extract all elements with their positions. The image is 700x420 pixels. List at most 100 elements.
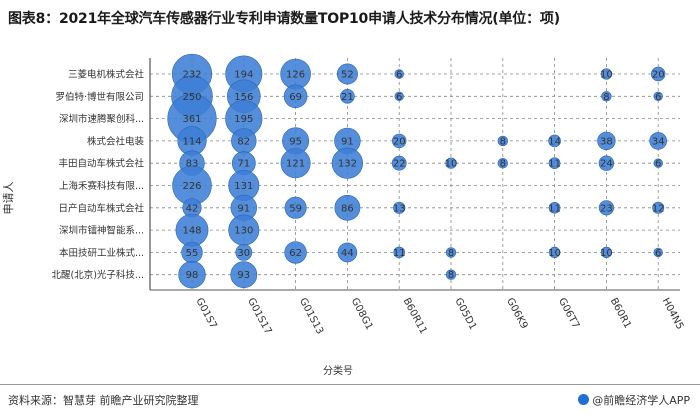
- y-tick-label: 上海禾赛科技有限...: [59, 180, 144, 192]
- bubble-value-label: 114: [182, 136, 201, 147]
- bubble: [336, 63, 358, 85]
- bubble-value-label: 8: [603, 92, 609, 103]
- bubble: [334, 194, 361, 221]
- bubble-value-label: 250: [182, 92, 201, 103]
- x-tick-label: G06K9: [504, 296, 529, 331]
- bubble-value-label: 98: [186, 270, 199, 281]
- bubble: [652, 201, 665, 214]
- y-tick-label: 日产自动车株式会社: [58, 202, 144, 214]
- bubble: [548, 202, 561, 214]
- chart-axes: [149, 58, 680, 291]
- bubble: [598, 200, 615, 216]
- bubble-value-label: 8: [500, 136, 506, 147]
- bubble-value-label: 22: [393, 159, 406, 170]
- bubble-value-label: 194: [234, 70, 253, 81]
- x-tick-label: B60R11: [401, 296, 429, 336]
- bubble-value-label: 21: [341, 92, 354, 103]
- bubble: [601, 91, 612, 102]
- bubble-value-label: 52: [341, 70, 354, 81]
- y-tick-label: 株式会社电装: [87, 135, 145, 147]
- bubble-value-label: 8: [448, 248, 454, 259]
- bubble: [445, 157, 457, 169]
- y-tick-label: 三菱电机株式会社: [68, 69, 145, 81]
- bubble-value-label: 12: [652, 203, 665, 214]
- bubble-value-label: 93: [237, 270, 250, 281]
- bubble: [283, 84, 308, 109]
- x-tick-label: B60R1: [608, 296, 633, 330]
- x-tick-label: G01S13: [297, 296, 325, 336]
- bubble: [548, 134, 561, 148]
- y-tick-label: 深圳市镭神智能系...: [59, 225, 144, 237]
- bubble-value-label: 91: [237, 203, 250, 214]
- bubble-value-label: 95: [289, 136, 302, 147]
- bubble-value-label: 6: [396, 92, 402, 103]
- bubble-value-label: 148: [182, 226, 201, 237]
- x-tick-labels: G01S7 G01S17 G01S13 G08G1 B60R11 G05D1 G06K9 G0…: [193, 296, 685, 336]
- bubble-value-label: 34: [652, 136, 665, 147]
- bubble: [392, 133, 407, 149]
- x-axis-label: 分类号: [323, 364, 353, 377]
- bubble-value-label: 38: [600, 136, 613, 147]
- x-tick-label: G01S7: [193, 296, 218, 330]
- bubble-value-label: 44: [341, 248, 354, 259]
- bubble-value-label: 10: [445, 159, 458, 170]
- y-tick-label: 深圳市速腾聚创科...: [59, 113, 144, 125]
- x-tick-label: G01S17: [245, 296, 273, 336]
- bubble-value-label: 8: [500, 159, 506, 170]
- x-tick-label: G08G1: [349, 296, 375, 332]
- bubble: [230, 261, 258, 289]
- bubble-value-label: 30: [237, 248, 250, 259]
- bubble-value-label: 131: [234, 181, 253, 192]
- bubble: [497, 135, 508, 147]
- x-tick-label: G06T7: [556, 296, 581, 330]
- bubble-value-label: 132: [338, 159, 357, 170]
- bubble: [394, 91, 404, 102]
- y-tick-label: 本田技研工业株式...: [59, 247, 144, 259]
- bubble: [445, 247, 457, 258]
- bubble-value-label: 83: [186, 159, 199, 170]
- bubble: [393, 246, 406, 259]
- bubble-value-label: 14: [548, 136, 561, 147]
- footer-divider: [0, 384, 700, 385]
- bubble-value-label: 71: [237, 159, 250, 170]
- bubble: [445, 269, 457, 280]
- y-tick-label: 北醒(北京)光子科技...: [52, 269, 144, 281]
- bubble: [340, 89, 355, 104]
- bubble-value-label: 126: [286, 70, 305, 81]
- bubble: [178, 261, 206, 289]
- bubble: [650, 66, 666, 82]
- bubble-value-label: 11: [548, 159, 561, 170]
- bubble-value-label: 10: [548, 248, 561, 259]
- brand-text: @前瞻经济学人APP: [592, 394, 690, 407]
- brand-credit: @前瞻经济学人APP: [578, 392, 690, 408]
- bubble: [280, 148, 311, 179]
- bubble-value-label: 6: [396, 70, 402, 81]
- bubble-value-label: 23: [600, 203, 613, 214]
- bubble-value-label: 6: [655, 248, 661, 259]
- bubble-value-label: 86: [341, 203, 354, 214]
- bubble: [284, 196, 307, 219]
- x-tick-label: G05D1: [452, 296, 478, 332]
- bubble: [653, 91, 663, 102]
- bubble-value-label: 55: [186, 248, 199, 259]
- bubble: [391, 155, 407, 171]
- bubble: [235, 243, 253, 261]
- bubble: [597, 131, 616, 151]
- brand-logo-icon: [578, 394, 590, 405]
- bubble-value-label: 11: [548, 203, 561, 214]
- bubble-value-label: 24: [600, 159, 613, 170]
- bubble-value-label: 226: [182, 181, 201, 192]
- bubbles: [167, 53, 668, 289]
- bubble-value-label: 59: [289, 203, 302, 214]
- bubble-value-label: 42: [186, 203, 199, 214]
- bubble: [337, 242, 358, 263]
- bubble: [600, 68, 613, 80]
- bubble: [393, 201, 406, 214]
- bubble-value-label: 6: [655, 92, 661, 103]
- bubble-value-label: 20: [393, 136, 406, 147]
- bubble-value-label: 121: [286, 159, 305, 170]
- bubble-value-label: 130: [234, 226, 253, 237]
- source-note: 资料来源：智慧芽 前瞻产业研究院整理: [8, 394, 199, 407]
